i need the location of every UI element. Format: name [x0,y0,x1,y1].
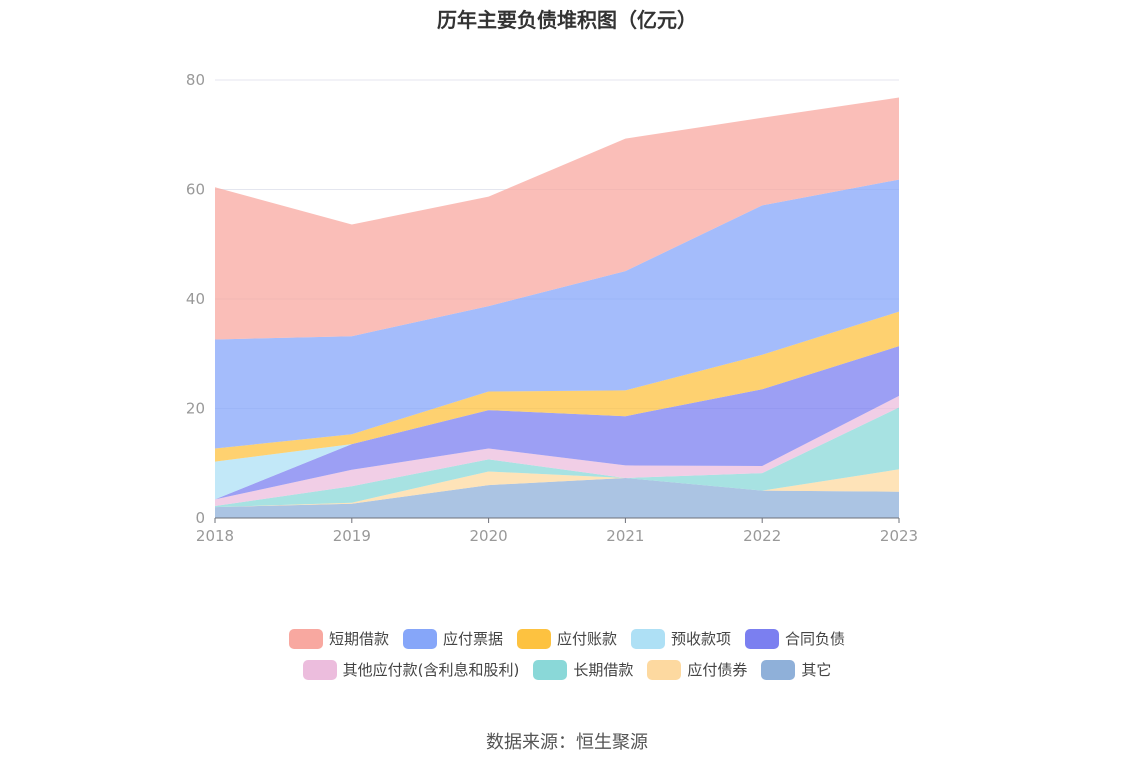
legend-label: 长期借款 [573,661,634,679]
legend-label: 应付账款 [556,630,617,648]
x-tick-label: 2023 [880,527,918,545]
legend: 短期借款 应付票据 应付账款 预收款项 合同负债其他应付款(含利息和股利) 长期借款 应付债… [0,628,1134,690]
area-series-6[interactable] [215,311,899,462]
legend-item[interactable]: 应付账款 [516,628,617,649]
source-note: 数据来源：恒生聚源 [486,732,648,753]
legend-item[interactable]: 合同负债 [745,628,845,649]
area-series-0[interactable] [215,478,899,518]
legend-label: 应付票据 [442,630,503,648]
legend-swatch [288,628,323,649]
legend-item[interactable]: 长期借款 [533,659,633,680]
area-series-2[interactable] [215,407,899,508]
legend-label: 预收款项 [671,630,732,648]
y-tick-label: 80 [186,71,205,89]
legend-swatch [516,628,551,649]
x-tick-label: 2021 [606,527,644,545]
legend-swatch [402,628,437,649]
legend-item[interactable]: 其它 [761,659,831,680]
legend-row: 其他应付款(含利息和股利) 长期借款 应付债券 其它 [0,659,1134,680]
area-series-8[interactable] [215,97,899,340]
chart-title: 历年主要负债堆积图（亿元） [437,8,697,32]
axes: 0 20 40 60 80 2018 2019 2020 2021 2022 2023 [186,71,918,545]
legend-label: 其他应付款(含利息和股利) [342,661,520,679]
legend-item[interactable]: 其他应付款(含利息和股利) [302,659,520,680]
y-tick-label: 40 [186,290,205,308]
area-series-4[interactable] [215,346,899,500]
y-tick-label: 0 [195,509,205,527]
legend-item[interactable]: 预收款项 [631,628,731,649]
y-tick-label: 20 [186,400,205,418]
legend-swatch [761,659,796,680]
x-tick-label: 2018 [196,527,234,545]
legend-label: 其它 [801,661,832,679]
legend-swatch [631,628,665,649]
legend-label: 应付债券 [687,661,748,679]
legend-row: 短期借款 应付票据 应付账款 预收款项 合同负债 [0,628,1134,649]
legend-label: 短期借款 [328,630,389,648]
x-tick-label: 2022 [743,527,781,545]
area-series-3[interactable] [215,395,899,506]
legend-swatch [302,659,337,680]
legend-item[interactable]: 短期借款 [288,628,389,649]
y-tick-label: 60 [186,181,205,199]
area-series-1[interactable] [215,469,899,508]
area-series-7[interactable] [215,179,899,449]
legend-item[interactable]: 应付票据 [402,628,503,649]
legend-item[interactable]: 应付债券 [647,659,747,680]
legend-swatch [533,659,568,680]
x-tick-label: 2020 [470,527,508,545]
legend-swatch [745,628,780,649]
legend-swatch [647,659,682,680]
area-series-layer [215,97,899,518]
stacked-area-chart: 0 20 40 60 80 2018 2019 2020 2021 2022 2023 [186,71,918,545]
x-tick-label: 2019 [333,527,371,545]
legend-label: 合同负债 [785,630,846,648]
